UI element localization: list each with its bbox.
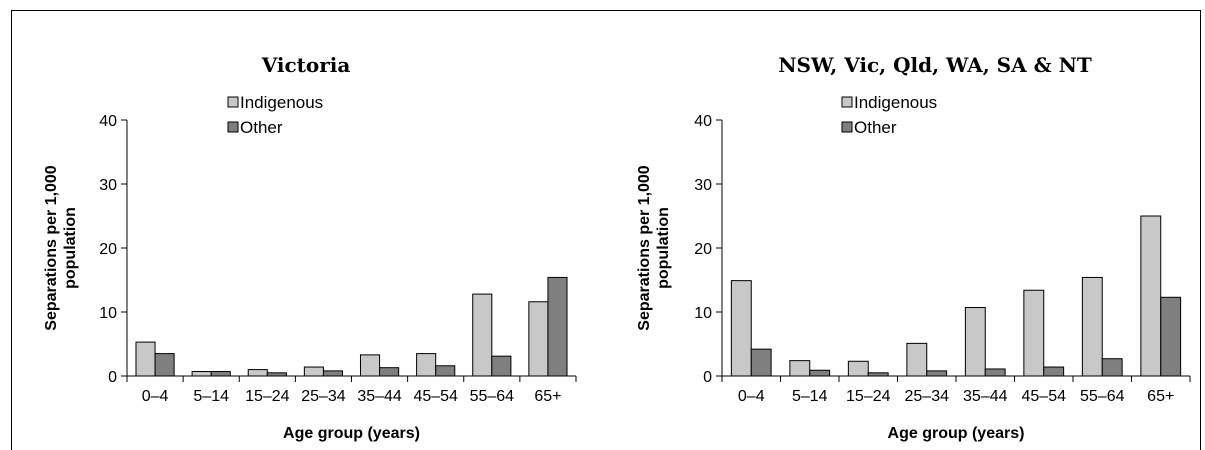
bar-indigenous-4 xyxy=(359,354,381,377)
bar-other-3 xyxy=(322,370,344,377)
x-axis-label: Age group (years) xyxy=(283,425,420,442)
bar-other-4 xyxy=(379,367,400,377)
bar-other-4 xyxy=(984,368,1006,377)
bar-other-6 xyxy=(1101,358,1123,377)
bar-other-5 xyxy=(435,365,456,377)
x-tick-label: 55–64 xyxy=(470,388,515,405)
x-tick-label: 25–34 xyxy=(905,388,950,405)
y-tick-label: 10 xyxy=(99,305,117,322)
x-axis-label: Age group (years) xyxy=(888,425,1025,442)
bar-indigenous-3 xyxy=(303,366,324,377)
y-axis-label-line2: population xyxy=(655,207,672,289)
y-tick-label: 20 xyxy=(694,241,712,258)
bar-indigenous-7 xyxy=(1140,215,1162,377)
x-tick-label: 45–54 xyxy=(1022,388,1067,405)
bar-indigenous-1 xyxy=(191,371,212,377)
bar-indigenous-6 xyxy=(1081,276,1103,377)
x-tick-label: 35–44 xyxy=(963,388,1008,405)
legend-swatch-other xyxy=(841,121,853,133)
y-tick-label: 0 xyxy=(703,369,712,386)
y-tick-label: 40 xyxy=(99,113,117,130)
x-tick-label: 55–64 xyxy=(1080,388,1125,405)
figure-frame xyxy=(11,10,1201,450)
legend-label-other: Other xyxy=(854,118,897,137)
legend-label-other: Other xyxy=(240,118,283,137)
x-tick-label: 45–54 xyxy=(413,388,458,405)
chart-victoria: Victoria 0 10 20 30 40 0–4 5–14 15–24 25–34 35–44 4… xyxy=(43,53,577,442)
bar-other-3 xyxy=(926,370,948,377)
bar-indigenous-3 xyxy=(906,342,928,377)
x-tick-label: 65+ xyxy=(1147,388,1174,405)
bar-indigenous-2 xyxy=(847,360,869,377)
chart-title: Victoria xyxy=(261,53,351,77)
bar-other-2 xyxy=(266,372,287,377)
x-tick-label: 15–24 xyxy=(846,388,891,405)
bar-indigenous-0 xyxy=(730,280,752,377)
y-tick-label: 10 xyxy=(694,305,712,322)
y-axis-label: Separations per 1,000 population xyxy=(636,165,672,331)
bar-other-7 xyxy=(1160,296,1182,377)
bar-other-0 xyxy=(154,353,175,377)
y-axis-label-line2: population xyxy=(62,207,79,289)
legend-label-indigenous: Indigenous xyxy=(854,93,937,112)
bar-indigenous-5 xyxy=(1023,289,1045,377)
bar-indigenous-4 xyxy=(964,307,986,377)
x-tick-label: 5–14 xyxy=(193,388,229,405)
chart-six-jurisdictions: NSW, Vic, Qld, WA, SA & NT 0 10 20 30 40 0–4 5–… xyxy=(636,53,1191,442)
x-tick-label: 0–4 xyxy=(738,388,765,405)
y-axis-label: Separations per 1,000 population xyxy=(43,165,79,331)
x-tick-label: 0–4 xyxy=(142,388,169,405)
y-axis-label-line1: Separations per 1,000 xyxy=(636,165,653,331)
y-tick-label: 40 xyxy=(694,113,712,130)
y-tick-label: 20 xyxy=(99,241,117,258)
bar-other-6 xyxy=(491,355,512,377)
y-tick-label: 0 xyxy=(108,369,117,386)
bar-other-1 xyxy=(809,369,831,377)
y-tick-label: 30 xyxy=(99,177,117,194)
bar-indigenous-6 xyxy=(472,293,493,377)
x-tick-label: 15–24 xyxy=(245,388,290,405)
x-tick-label: 25–34 xyxy=(301,388,346,405)
y-axis-label-line1: Separations per 1,000 xyxy=(43,165,60,331)
legend-swatch-indigenous xyxy=(227,96,239,108)
x-tick-label: 5–14 xyxy=(792,388,828,405)
bar-indigenous-5 xyxy=(416,353,437,377)
bar-indigenous-1 xyxy=(789,360,811,377)
bar-other-1 xyxy=(210,371,231,377)
legend-swatch-other xyxy=(227,121,239,133)
x-tick-label: 65+ xyxy=(534,388,561,405)
legend-label-indigenous: Indigenous xyxy=(240,93,323,112)
bar-indigenous-0 xyxy=(135,341,156,377)
chart-title: NSW, Vic, Qld, WA, SA & NT xyxy=(778,53,1092,77)
bar-indigenous-7 xyxy=(528,301,549,377)
bar-other-0 xyxy=(750,348,772,377)
legend-swatch-indigenous xyxy=(841,96,853,108)
x-tick-label: 35–44 xyxy=(357,388,402,405)
bar-other-2 xyxy=(867,372,889,377)
bar-indigenous-2 xyxy=(247,369,268,377)
bar-other-7 xyxy=(547,276,568,377)
bar-other-5 xyxy=(1043,366,1065,377)
y-tick-label: 30 xyxy=(694,177,712,194)
